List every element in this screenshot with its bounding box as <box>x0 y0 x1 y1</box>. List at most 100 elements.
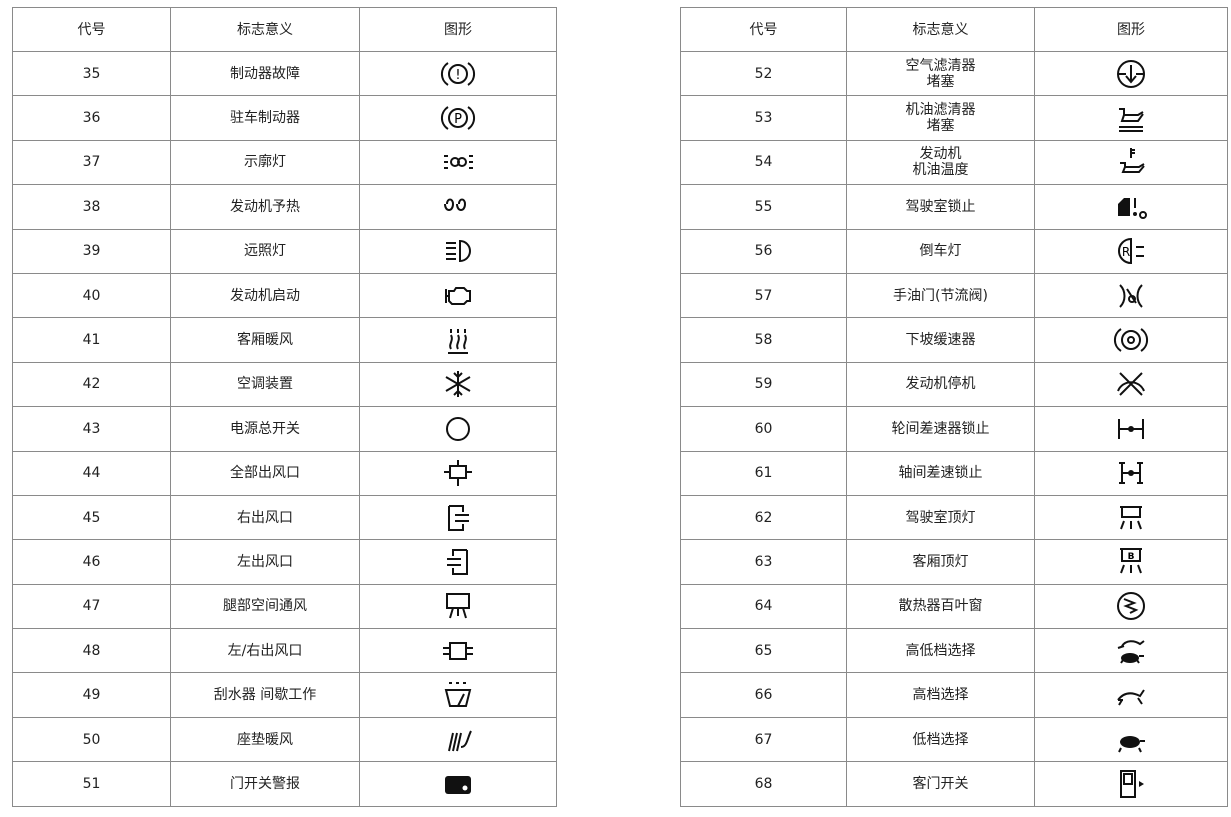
symbol-code: 42 <box>12 361 171 408</box>
symbol-graphic: ! <box>359 50 557 97</box>
symbol-code: 54 <box>680 139 847 186</box>
reverse-lamp-icon: R <box>1118 238 1144 265</box>
seat-heater-icon <box>448 730 472 751</box>
symbol-graphic <box>359 184 557 230</box>
symbol-code: 35 <box>12 50 171 97</box>
symbol-graphic <box>1034 50 1228 97</box>
table-row: 54 发动机 机油温度 <box>680 139 1228 186</box>
symbol-code: 43 <box>12 406 171 452</box>
symbol-graphic: P <box>359 95 557 141</box>
symbol-meaning: 电源总开关 <box>170 406 360 452</box>
symbol-meaning: 机油滤清器 堵塞 <box>846 95 1035 141</box>
symbol-graphic <box>359 761 557 807</box>
symbol-graphic <box>359 450 557 496</box>
symbol-meaning: 刮水器 间歇工作 <box>170 672 360 718</box>
table-row: 53 机油滤清器 堵塞 <box>680 95 1228 141</box>
symbol-graphic <box>1034 628 1228 674</box>
symbol-graphic <box>1034 406 1228 452</box>
symbol-meaning: 高档选择 <box>846 672 1035 718</box>
cab-dome-lamp-icon <box>1120 505 1142 529</box>
symbol-graphic <box>1034 139 1228 186</box>
wiper-interval-icon <box>444 682 472 708</box>
table-row: 68 客门开关 <box>680 761 1228 807</box>
symbol-meaning: 低档选择 <box>846 716 1035 763</box>
symbol-graphic <box>1034 761 1228 807</box>
symbol-graphic <box>1034 272 1228 319</box>
table-row: 57 手油门(节流阀) <box>680 272 1228 319</box>
symbol-meaning: 下坡缓速器 <box>846 317 1035 363</box>
symbol-graphic <box>359 628 557 674</box>
symbol-graphic: B <box>1034 539 1228 585</box>
symbol-meaning: 空调装置 <box>170 361 360 408</box>
table-row: 45 右出风口 <box>12 494 557 541</box>
position-lamp-icon <box>444 155 473 170</box>
symbol-graphic <box>1034 317 1228 363</box>
symbol-meaning: 倒车灯 <box>846 228 1035 274</box>
table-row: 44 全部出风口 <box>12 450 557 496</box>
symbol-graphic <box>359 272 557 319</box>
symbol-meaning: 左/右出风口 <box>170 628 360 674</box>
symbol-meaning: 发动机停机 <box>846 361 1035 408</box>
symbol-meaning: 空气滤清器 堵塞 <box>846 50 1035 97</box>
symbol-meaning: 客厢暖风 <box>170 317 360 363</box>
symbol-code: 65 <box>680 628 847 674</box>
symbol-code: 36 <box>12 95 171 141</box>
symbol-meaning: 示廓灯 <box>170 139 360 186</box>
high-beam-icon <box>446 240 471 263</box>
cab-lock-icon <box>1118 197 1147 219</box>
symbol-graphic <box>1034 95 1228 141</box>
symbol-code: 39 <box>12 228 171 274</box>
symbol-code: 49 <box>12 672 171 718</box>
symbol-graphic <box>359 317 557 363</box>
symbol-meaning: 发动机启动 <box>170 272 360 319</box>
svg-text:B: B <box>1128 552 1135 562</box>
hare-icon <box>1117 689 1145 706</box>
hand-throttle-icon <box>1119 283 1143 308</box>
snowflake-icon <box>445 371 471 398</box>
symbol-meaning: 左出风口 <box>170 539 360 585</box>
header-meaning: 标志意义 <box>846 7 1035 52</box>
symbol-code: 60 <box>680 406 847 452</box>
table-row: 39 远照灯 <box>12 228 557 274</box>
table-row: 52 空气滤清器 堵塞 <box>680 50 1228 97</box>
symbol-code: 62 <box>680 494 847 541</box>
engine-stop-icon <box>1117 372 1145 397</box>
symbol-graphic <box>359 539 557 585</box>
symbol-code: 40 <box>12 272 171 319</box>
radiator-shutter-icon <box>1117 592 1145 621</box>
symbol-code: 45 <box>12 494 171 541</box>
symbol-graphic <box>359 672 557 718</box>
engine-start-icon <box>445 286 471 305</box>
table-row: 64 散热器百叶窗 <box>680 583 1228 630</box>
symbol-meaning: 散热器百叶窗 <box>846 583 1035 630</box>
symbol-code: 51 <box>12 761 171 807</box>
symbol-code: 64 <box>680 583 847 630</box>
symbol-code: 37 <box>12 139 171 186</box>
table-row: 63 客厢顶灯 B <box>680 539 1228 585</box>
table-row: 65 高低档选择 <box>680 628 1228 674</box>
right-vent-icon <box>448 504 469 531</box>
symbol-graphic <box>1034 583 1228 630</box>
symbol-table-right: 代号 标志意义 图形 52 空气滤清器 堵塞 53 机油滤清器 堵塞 54 发动… <box>680 7 1228 807</box>
table-row: 61 轴间差速锁止 <box>680 450 1228 496</box>
symbol-meaning: 发动机予热 <box>170 184 360 230</box>
symbol-code: 55 <box>680 184 847 230</box>
table-row: 67 低档选择 <box>680 716 1228 763</box>
table-header-row: 代号 标志意义 图形 <box>680 7 1228 52</box>
symbol-code: 44 <box>12 450 171 496</box>
table-row: 47 腿部空间通风 <box>12 583 557 630</box>
symbol-code: 57 <box>680 272 847 319</box>
table-row: 42 空调装置 <box>12 361 557 408</box>
symbol-code: 59 <box>680 361 847 408</box>
header-graphic: 图形 <box>1034 7 1228 52</box>
symbol-meaning: 发动机 机油温度 <box>846 139 1035 186</box>
left-right-vent-icon <box>443 641 473 660</box>
symbol-meaning: 客厢顶灯 <box>846 539 1035 585</box>
symbol-meaning: 手油门(节流阀) <box>846 272 1035 319</box>
symbol-meaning: 门开关警报 <box>170 761 360 807</box>
svg-text:!: ! <box>455 68 460 83</box>
air-filter-icon <box>1117 59 1145 88</box>
symbol-code: 38 <box>12 184 171 230</box>
table-row: 48 左/右出风口 <box>12 628 557 674</box>
table-row: 50 座垫暖风 <box>12 716 557 763</box>
